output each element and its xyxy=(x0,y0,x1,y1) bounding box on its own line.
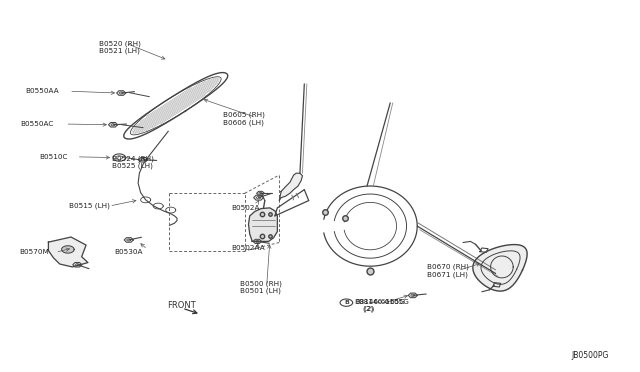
Polygon shape xyxy=(253,239,261,244)
Text: 08146-6165G
    (2): 08146-6165G (2) xyxy=(355,299,405,312)
Polygon shape xyxy=(279,173,303,201)
Text: B0550AC: B0550AC xyxy=(20,121,54,127)
Text: B0550AA: B0550AA xyxy=(25,88,59,94)
Polygon shape xyxy=(61,246,74,253)
Text: B0605 (RH)
B0606 (LH): B0605 (RH) B0606 (LH) xyxy=(223,112,265,126)
Text: B0530A: B0530A xyxy=(115,248,143,254)
Polygon shape xyxy=(473,244,527,291)
Polygon shape xyxy=(116,91,125,95)
Text: B0515 (LH): B0515 (LH) xyxy=(69,203,110,209)
Text: B0520 (RH)
B0521 (LH): B0520 (RH) B0521 (LH) xyxy=(99,41,141,54)
Text: B0502A: B0502A xyxy=(231,205,259,211)
Polygon shape xyxy=(408,293,417,298)
Text: B: B xyxy=(344,300,349,305)
Text: B0502AA: B0502AA xyxy=(231,245,265,251)
Text: FRONT: FRONT xyxy=(167,301,196,310)
Text: B0510C: B0510C xyxy=(39,154,67,160)
Polygon shape xyxy=(109,122,118,127)
Text: B0670 (RH)
B0671 (LH): B0670 (RH) B0671 (LH) xyxy=(427,264,468,278)
Polygon shape xyxy=(124,238,133,242)
Polygon shape xyxy=(49,237,88,267)
Polygon shape xyxy=(248,208,277,241)
Text: JB0500PG: JB0500PG xyxy=(571,351,609,360)
Polygon shape xyxy=(257,192,264,195)
Text: B0500 (RH)
B0501 (LH): B0500 (RH) B0501 (LH) xyxy=(240,280,282,294)
Polygon shape xyxy=(73,263,82,267)
Text: B0524 (RH)
B0525 (LH): B0524 (RH) B0525 (LH) xyxy=(112,155,154,169)
Polygon shape xyxy=(139,157,148,162)
Polygon shape xyxy=(253,195,264,200)
Text: B08146-6165G
    (2): B08146-6165G (2) xyxy=(355,299,410,312)
Text: B0570M: B0570M xyxy=(19,249,49,255)
